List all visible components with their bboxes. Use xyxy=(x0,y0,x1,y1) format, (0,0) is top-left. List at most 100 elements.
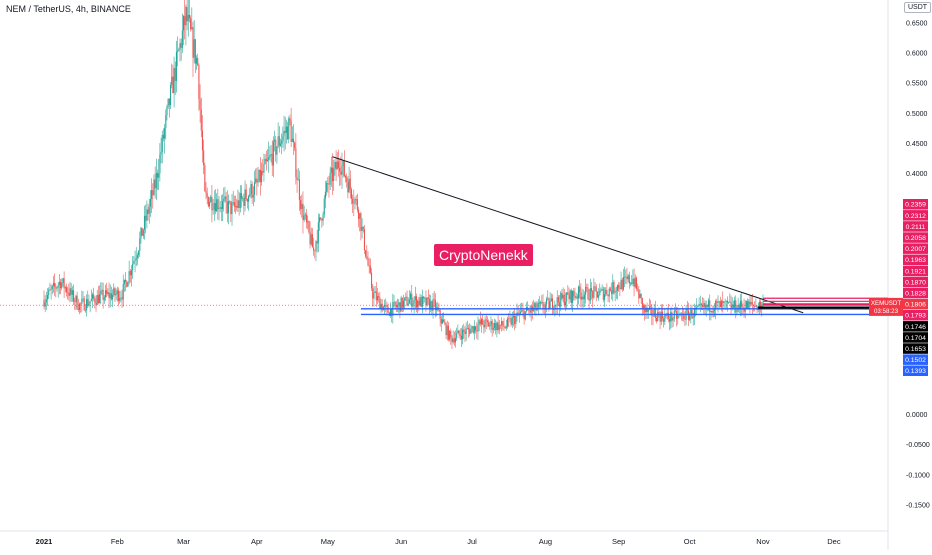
candle-body xyxy=(233,202,235,207)
candle-body xyxy=(749,301,751,305)
candle-body xyxy=(420,297,422,307)
candle xyxy=(613,279,615,295)
candle-body xyxy=(581,296,583,300)
price-tag-label: 0.1963 xyxy=(905,257,926,264)
candle-body xyxy=(132,263,134,271)
candle-body xyxy=(109,293,111,299)
candle xyxy=(65,283,68,297)
candle xyxy=(343,150,345,178)
candle-body xyxy=(100,291,102,295)
candle-body xyxy=(171,76,173,86)
pair-header[interactable]: NEM / TetherUS, 4h, BINANCE xyxy=(6,4,131,14)
candle xyxy=(320,217,322,221)
candle xyxy=(335,150,337,181)
candle-body xyxy=(317,222,319,244)
candle-body xyxy=(554,304,556,310)
candle xyxy=(568,287,570,305)
candle xyxy=(749,295,751,314)
candle xyxy=(368,257,370,274)
candle-body xyxy=(397,304,399,308)
candle-body xyxy=(253,182,256,195)
candle xyxy=(741,293,743,316)
candle xyxy=(201,115,204,163)
candle xyxy=(541,295,543,305)
y-tick-label: 0.4500 xyxy=(906,141,928,148)
candle xyxy=(329,166,331,190)
candle xyxy=(697,304,699,308)
candle xyxy=(61,278,63,291)
candle-body xyxy=(489,324,491,327)
trendline xyxy=(332,156,804,314)
price-tag: 0.1828 xyxy=(903,287,928,299)
candle-body xyxy=(294,142,296,149)
candle xyxy=(303,205,305,223)
candle-body xyxy=(492,328,494,330)
currency-badge[interactable]: USDT xyxy=(904,2,932,13)
candle-body xyxy=(61,282,63,289)
candle xyxy=(274,130,276,152)
candle-body xyxy=(728,302,730,303)
price-tag-label: 0.2312 xyxy=(905,213,926,220)
candle xyxy=(46,288,49,306)
candle xyxy=(56,286,58,292)
candle xyxy=(631,274,633,286)
candle xyxy=(200,97,202,138)
candle-body xyxy=(242,198,244,199)
candle-body xyxy=(579,286,581,293)
candle xyxy=(271,140,273,176)
candle-body xyxy=(548,298,550,309)
candle xyxy=(395,300,397,313)
candle xyxy=(140,226,142,244)
candle-body xyxy=(218,208,220,210)
candle-body xyxy=(259,169,261,183)
candle xyxy=(112,289,114,308)
candle xyxy=(577,285,580,305)
candle xyxy=(211,185,213,223)
candle-body xyxy=(327,183,329,185)
candle-body xyxy=(491,321,493,330)
candle xyxy=(709,294,711,321)
x-tick-label: Oct xyxy=(684,537,697,546)
candle xyxy=(344,174,347,183)
candle-body xyxy=(478,320,480,325)
candle-body xyxy=(620,279,622,290)
price-tag-bg xyxy=(903,221,928,232)
candle xyxy=(43,290,45,310)
candle xyxy=(760,298,762,313)
countdown-label: 03:58:23 xyxy=(874,308,899,315)
candle-body xyxy=(219,207,221,209)
candle xyxy=(521,302,523,313)
candle-body xyxy=(310,234,312,245)
candle xyxy=(151,178,153,213)
candle-body xyxy=(146,209,148,221)
candle xyxy=(428,294,431,315)
candle-body xyxy=(495,323,497,331)
candle-body xyxy=(484,319,486,328)
candle xyxy=(204,162,206,192)
candle-body xyxy=(475,326,477,331)
candle-body xyxy=(703,303,705,307)
candle xyxy=(729,293,731,303)
candle-body xyxy=(359,213,361,219)
candle xyxy=(203,139,205,175)
candle xyxy=(96,290,98,306)
candle-body xyxy=(418,300,420,306)
candle xyxy=(426,297,428,307)
candle-body xyxy=(167,98,169,107)
candle-body xyxy=(166,106,168,116)
candle xyxy=(148,198,150,224)
candle-body xyxy=(725,300,727,302)
candle xyxy=(230,200,232,223)
candle xyxy=(278,126,280,153)
candle xyxy=(292,124,295,156)
candle-body xyxy=(289,118,291,121)
candle xyxy=(69,281,71,303)
candle-body xyxy=(316,241,318,244)
candle-body xyxy=(652,315,654,317)
candle xyxy=(510,313,512,327)
candle xyxy=(114,286,116,302)
candle-body xyxy=(296,177,298,181)
price-tag-bg xyxy=(903,254,928,265)
candle xyxy=(611,282,613,300)
